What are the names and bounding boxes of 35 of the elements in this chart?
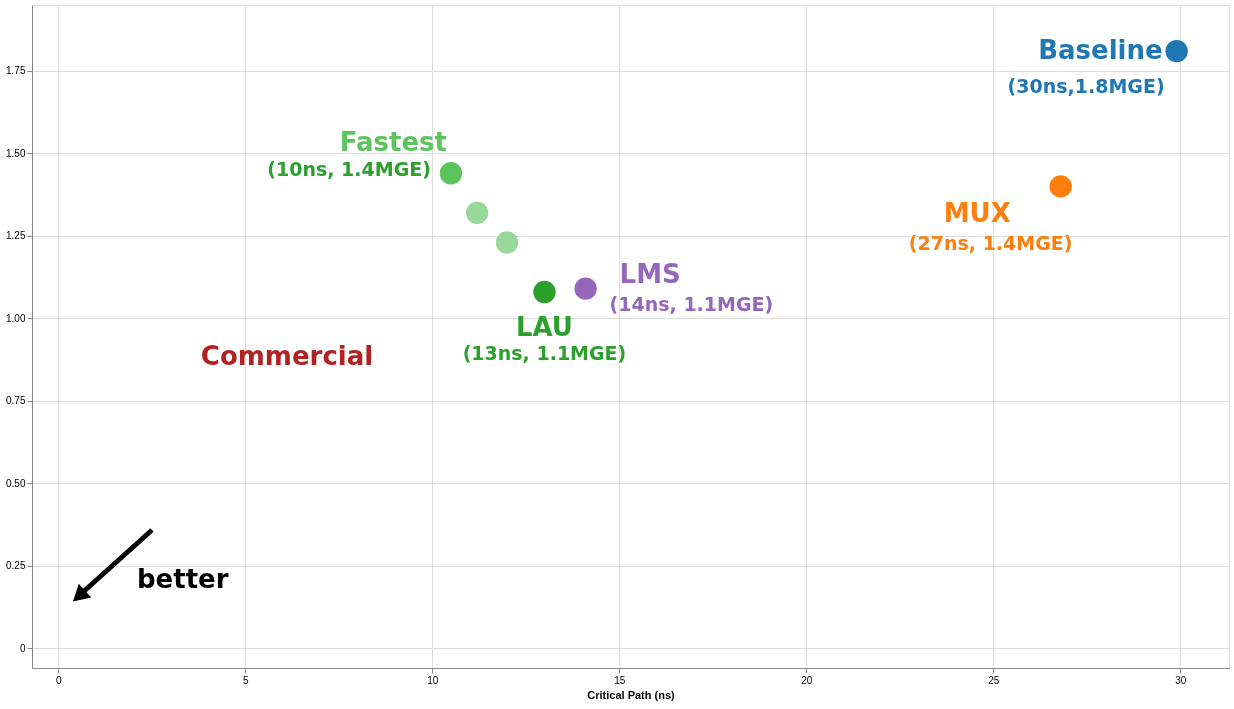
point [533, 280, 556, 304]
series-label: Fastest [339, 127, 447, 158]
y-tick-label: 0 [19, 642, 26, 654]
point [465, 201, 489, 224]
y-tick-label: 0.25 [6, 560, 26, 572]
x-tick-label: 10 [427, 674, 439, 686]
series-label: LMS [619, 258, 681, 289]
y-tick-label: 1.25 [6, 230, 26, 242]
x-tick-label: 30 [1175, 674, 1187, 686]
point [1165, 40, 1188, 63]
y-tick-label: 0.50 [6, 477, 26, 489]
x-tick-label: 0 [55, 674, 62, 686]
x-axis-title: Critical Path (ns) [587, 688, 676, 701]
x-tick-label: 20 [801, 674, 813, 686]
x-tick-label: 15 [614, 674, 626, 686]
x-tick-label: 5 [242, 674, 249, 686]
series-label: MUX [943, 198, 1011, 229]
point [439, 162, 463, 185]
series-label: LAU [515, 311, 573, 342]
y-tick-label: 1.50 [6, 147, 26, 159]
annotation: (30ns,1.8MGE) [1007, 75, 1165, 98]
annotation: (13ns, 1.1MGE) [462, 341, 627, 364]
point [574, 277, 597, 300]
y-tick-label: 1.00 [6, 312, 26, 324]
point [495, 231, 519, 254]
series-label: Baseline [1038, 35, 1163, 66]
annotation: Commercial [200, 341, 374, 371]
x-tick-label: 25 [988, 674, 1000, 686]
y-tick-label: 1.75 [6, 65, 26, 77]
annotation: (27ns, 1.4MGE) [908, 232, 1073, 255]
point [1049, 175, 1072, 198]
y-tick-label: 0.75 [6, 395, 26, 407]
annotation: better [137, 564, 229, 594]
annotation: (14ns, 1.1MGE) [609, 292, 774, 315]
annotation: (10ns, 1.4MGE) [267, 158, 431, 181]
